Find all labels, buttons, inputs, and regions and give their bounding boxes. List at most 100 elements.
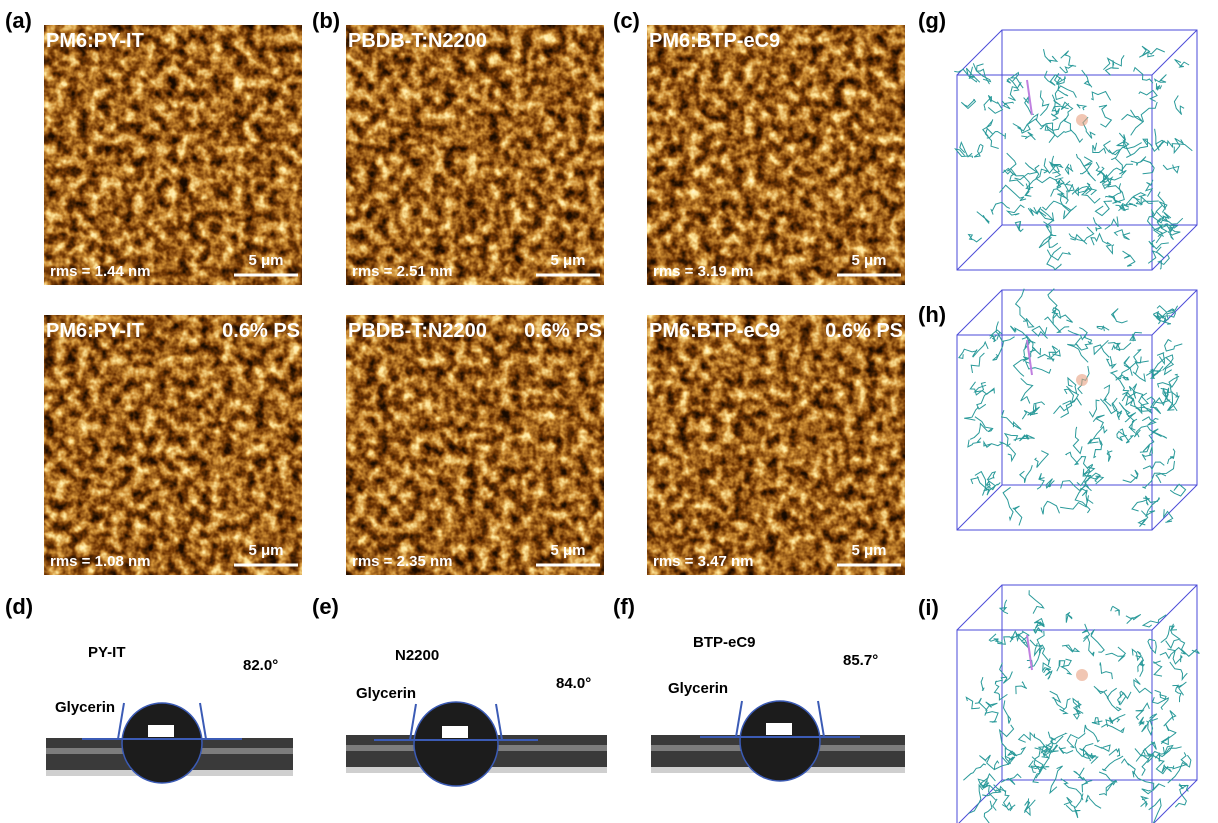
molecule (1038, 209, 1054, 221)
rms-label: rms = 2.35 nm (352, 553, 452, 570)
panel-label: (c) (613, 8, 640, 33)
molecule (1100, 398, 1117, 414)
afm-title: PM6:PY-IT (46, 30, 144, 52)
molecule (991, 202, 1010, 214)
molecule (1093, 415, 1104, 428)
molecule (1002, 803, 1012, 811)
afm-tag: 0.6% PS (222, 320, 300, 342)
molecule (977, 212, 990, 224)
molecule (1162, 765, 1173, 773)
molecule (963, 764, 985, 780)
molecule (1061, 659, 1071, 674)
molecule (1090, 753, 1098, 764)
molecule (1073, 699, 1081, 709)
panel-label: (f) (613, 594, 635, 619)
molecule (1028, 207, 1041, 216)
molecule (1054, 401, 1072, 414)
molecule (1141, 197, 1159, 205)
molecule (1175, 59, 1190, 67)
molecule (989, 634, 1002, 643)
molecule (1148, 49, 1165, 57)
molecule (1005, 756, 1015, 765)
molecule (1131, 157, 1146, 166)
highlight-molecule (1076, 669, 1088, 681)
droplet-highlight (766, 723, 792, 735)
molecule (1095, 476, 1103, 484)
afm-image (346, 315, 604, 575)
molecule (1142, 417, 1158, 425)
molecule (1052, 310, 1057, 325)
molecule (1000, 185, 1027, 200)
molecule (1132, 649, 1141, 660)
droplet (740, 701, 820, 781)
md-box (957, 290, 1197, 530)
molecule (1136, 755, 1148, 776)
box-edge (1152, 780, 1197, 823)
molecule (1097, 167, 1106, 183)
molecule (1168, 449, 1175, 464)
scale-label: 5 μm (851, 542, 886, 559)
molecule (1168, 396, 1179, 410)
molecule (1016, 682, 1027, 694)
molecule (1153, 394, 1169, 406)
molecule (1051, 189, 1067, 198)
molecule (1084, 725, 1099, 742)
molecule (1062, 645, 1079, 652)
molecule (1000, 600, 1008, 614)
box-edge (957, 485, 1002, 530)
molecule (1026, 318, 1033, 327)
molecule (1155, 75, 1167, 83)
molecule (1060, 65, 1074, 73)
molecule (1094, 340, 1110, 357)
molecule (1105, 217, 1118, 230)
afm-title: PBDB-T:N2200 (348, 30, 487, 52)
molecule (960, 142, 972, 156)
molecule (1091, 234, 1108, 246)
molecule (1170, 484, 1185, 496)
highlight-chain (1027, 635, 1032, 670)
molecule (1136, 703, 1150, 720)
scale-label: 5 μm (550, 542, 585, 559)
box-face (957, 630, 1152, 823)
molecule (1180, 640, 1200, 656)
molecule (975, 417, 993, 432)
molecule (984, 95, 991, 110)
panel-label: (b) (312, 8, 340, 33)
material-label: N2200 (395, 647, 439, 664)
molecule (1066, 612, 1072, 622)
afm-tag: 0.6% PS (524, 320, 602, 342)
droplet-highlight (148, 725, 174, 737)
molecule (1163, 165, 1179, 173)
molecule (1066, 452, 1082, 464)
molecule (1065, 164, 1073, 175)
molecule (1107, 356, 1116, 368)
molecule (1084, 334, 1091, 343)
droplet (122, 703, 202, 783)
molecule (1162, 212, 1171, 221)
molecules (954, 46, 1192, 270)
molecule (1045, 118, 1066, 130)
panel-label: (i) (918, 595, 939, 620)
molecule (1124, 356, 1133, 375)
molecule (1040, 90, 1048, 115)
angle-label: 85.7° (843, 652, 878, 669)
molecule (1050, 766, 1063, 793)
molecule (1123, 470, 1138, 483)
molecule (983, 119, 993, 136)
molecule (1019, 733, 1035, 743)
afm-image (647, 25, 905, 285)
molecule (1174, 138, 1183, 152)
rms-label: rms = 1.08 nm (50, 553, 150, 570)
material-label: PY-IT (88, 644, 126, 661)
molecule (1015, 222, 1023, 232)
molecule (1149, 799, 1161, 823)
molecule (1132, 498, 1150, 511)
molecule (1155, 129, 1169, 151)
molecule (1095, 201, 1112, 216)
molecule (1169, 374, 1179, 387)
molecule (1174, 96, 1184, 115)
molecule (1109, 196, 1121, 203)
molecule (1057, 660, 1065, 671)
afm-title: PBDB-T:N2200 (348, 320, 487, 342)
molecule (1041, 501, 1059, 514)
